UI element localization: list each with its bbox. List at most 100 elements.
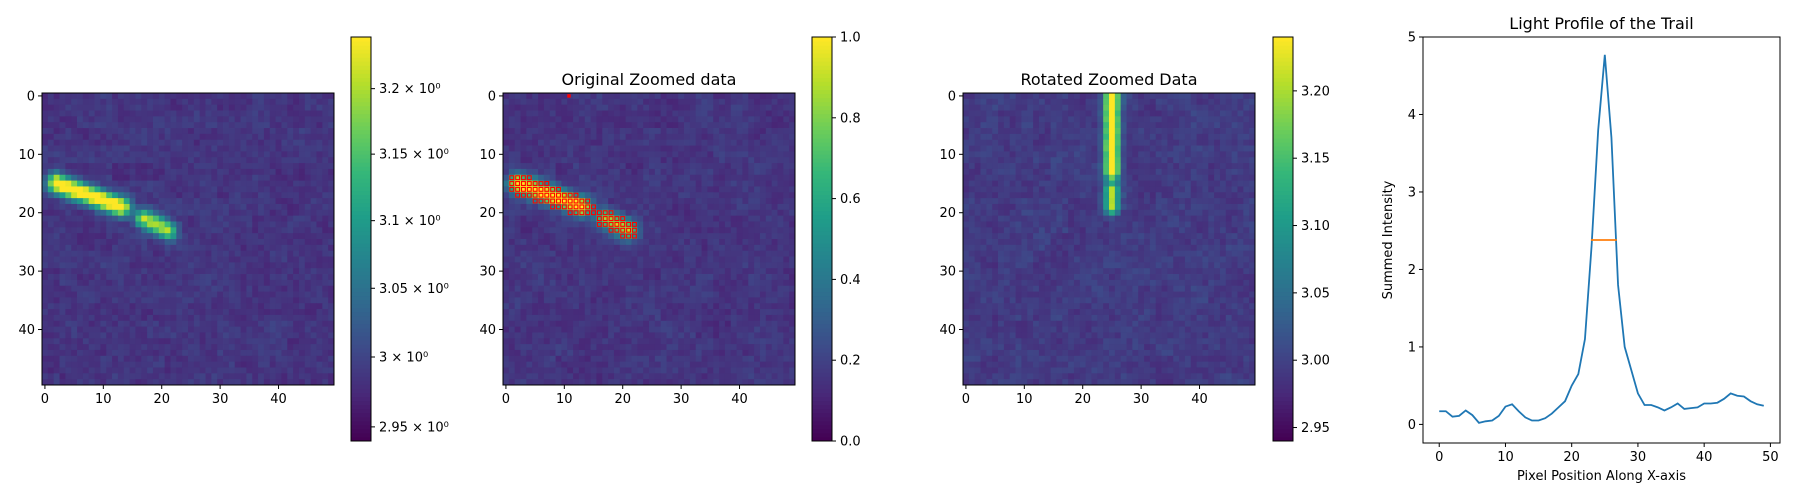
heatmap-cell	[561, 279, 568, 287]
heatmap-cell	[707, 168, 714, 176]
heatmap-cell	[275, 379, 282, 386]
heatmap-cell	[543, 110, 551, 117]
heatmap-cell	[322, 303, 329, 310]
heatmap-cell	[783, 355, 790, 363]
heatmap-cell	[258, 361, 265, 368]
heatmap-cell	[619, 291, 627, 298]
heatmap-cell	[754, 303, 761, 310]
heatmap-cell	[567, 98, 574, 106]
heatmap-cell	[707, 116, 714, 123]
heatmap-cell	[182, 379, 189, 386]
heatmap-cell	[789, 320, 796, 327]
heatmap-cell	[555, 133, 562, 141]
heatmap-cell	[152, 309, 160, 316]
heatmap-cell	[789, 256, 796, 263]
heatmap-cell	[112, 98, 119, 106]
heatmap-cell	[730, 285, 737, 292]
heatmap-cell	[316, 268, 323, 275]
heatmap-cell	[47, 361, 55, 368]
heatmap-cell	[328, 128, 335, 135]
heatmap-cell	[724, 98, 732, 106]
heatmap-cell	[754, 274, 761, 281]
heatmap-cell	[205, 309, 212, 316]
heatmap-cell	[695, 221, 702, 228]
heatmap-cell	[503, 151, 510, 158]
heatmap-cell	[129, 274, 136, 281]
heatmap-cell	[719, 274, 726, 281]
heatmap-cell	[532, 227, 539, 234]
heatmap-cell	[152, 145, 160, 152]
heatmap-cell	[170, 151, 177, 158]
heatmap-cell	[59, 139, 66, 146]
heatmap-cell	[228, 104, 236, 111]
heatmap-cell	[654, 209, 662, 217]
heatmap-cell	[619, 250, 627, 257]
heatmap-cell	[88, 291, 95, 298]
heatmap-cell	[223, 192, 230, 199]
heatmap-cell	[526, 93, 533, 100]
heatmap-cell	[53, 151, 60, 158]
heatmap-cell	[672, 279, 679, 287]
heatmap-cell	[532, 122, 539, 129]
heatmap-cell	[123, 221, 130, 228]
heatmap-cell	[660, 186, 667, 193]
heatmap-cell	[123, 268, 130, 275]
heatmap-cell	[129, 174, 136, 181]
heatmap-cell	[77, 186, 84, 193]
heatmap-cell	[188, 279, 195, 287]
heatmap-cell	[281, 338, 288, 345]
heatmap-cell	[234, 180, 241, 187]
heatmap-cell	[240, 122, 247, 129]
heatmap-cell	[532, 239, 539, 246]
heatmap-cell	[578, 221, 586, 228]
heatmap-cell	[631, 326, 638, 333]
heatmap-cell	[672, 98, 679, 106]
heatmap-cell	[549, 93, 556, 100]
heatmap-cell	[94, 203, 101, 211]
heatmap-cell	[223, 174, 230, 181]
heatmap-cell	[742, 279, 749, 287]
heatmap-cell	[53, 361, 60, 368]
heatmap-cell	[654, 355, 662, 363]
heatmap-cell	[240, 297, 247, 304]
heatmap-cell	[141, 128, 148, 135]
heatmap-cell	[649, 93, 656, 100]
heatmap-cell	[281, 361, 288, 368]
heatmap-cell	[584, 285, 591, 292]
heatmap-cell	[112, 116, 119, 123]
heatmap-cell	[176, 291, 183, 298]
heatmap-cell	[736, 215, 743, 222]
heatmap-cell	[82, 344, 90, 351]
heatmap-cell	[608, 145, 615, 152]
heatmap-cell	[701, 133, 708, 141]
heatmap-cell	[543, 139, 551, 146]
heatmap-cell	[164, 133, 171, 141]
heatmap-cell	[228, 320, 236, 327]
heatmap-cell	[281, 110, 288, 117]
heatmap-cell	[316, 157, 323, 164]
heatmap-cell	[695, 128, 702, 135]
heatmap-cell	[158, 133, 166, 141]
heatmap-cell	[713, 110, 720, 117]
heatmap-cell	[53, 174, 60, 181]
heatmap-cell	[135, 320, 142, 327]
heatmap-cell	[199, 209, 206, 217]
heatmap-cell	[281, 227, 288, 234]
heatmap-cell	[100, 221, 107, 228]
heatmap-cell	[328, 338, 335, 345]
heatmap-cell	[281, 291, 288, 298]
heatmap-cell	[549, 291, 556, 298]
heatmap-cell	[748, 239, 755, 246]
heatmap-cell	[263, 373, 271, 380]
heatmap-cell	[176, 128, 183, 135]
heatmap-cell	[730, 326, 737, 333]
heatmap-cell	[532, 268, 539, 275]
heatmap-cell	[602, 320, 609, 327]
heatmap-cell	[71, 373, 78, 380]
heatmap-cell	[695, 168, 702, 176]
heatmap-cell	[526, 291, 533, 298]
heatmap-cell	[754, 338, 761, 345]
heatmap-cell	[42, 314, 49, 322]
heatmap-cell	[724, 198, 732, 205]
heatmap-cell	[631, 209, 638, 217]
